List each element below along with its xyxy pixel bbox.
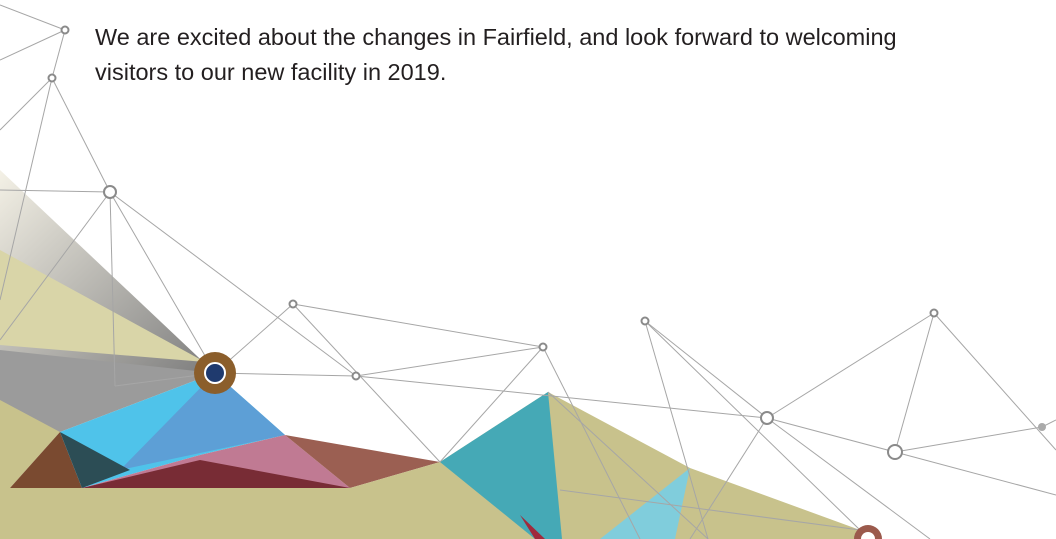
nodes: [47, 25, 1046, 539]
network-lines: [0, 4, 1056, 539]
polygons: [0, 170, 870, 539]
text-line: visitors to our new facility in 2019.: [95, 59, 447, 85]
text-line: We are excited about the changes in Fair…: [95, 24, 897, 50]
paragraph: We are excited about the changes in Fair…: [95, 20, 897, 90]
